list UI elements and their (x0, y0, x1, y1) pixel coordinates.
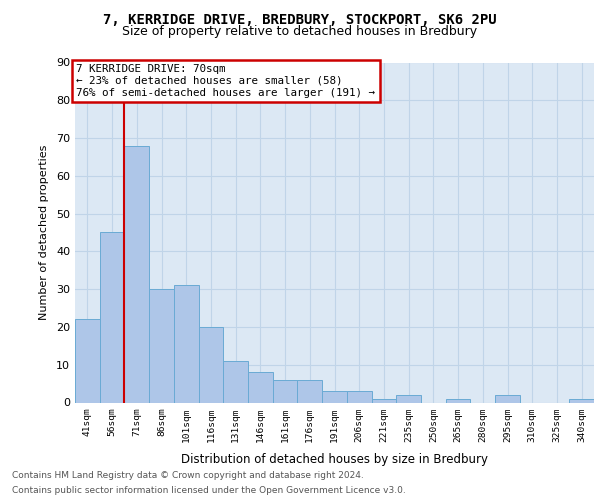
Bar (75, 320, 100, 402)
Bar (100, 232, 124, 402)
Bar (199, 327, 223, 402)
Text: Size of property relative to detached houses in Bredbury: Size of property relative to detached ho… (122, 25, 478, 38)
Text: 7, KERRIDGE DRIVE, BREDBURY, STOCKPORT, SK6 2PU: 7, KERRIDGE DRIVE, BREDBURY, STOCKPORT, … (103, 12, 497, 26)
Bar (174, 286, 199, 403)
Bar (347, 391, 371, 402)
Text: Contains HM Land Registry data © Crown copyright and database right 2024.: Contains HM Land Registry data © Crown c… (12, 471, 364, 480)
Bar (149, 289, 174, 403)
Bar (124, 146, 149, 402)
Y-axis label: Number of detached properties: Number of detached properties (39, 145, 49, 320)
Bar (446, 398, 470, 402)
Bar (298, 380, 322, 402)
Bar (371, 398, 396, 402)
Bar (322, 391, 347, 402)
Bar (248, 372, 273, 402)
Bar (495, 395, 520, 402)
Text: 7 KERRIDGE DRIVE: 70sqm
← 23% of detached houses are smaller (58)
76% of semi-de: 7 KERRIDGE DRIVE: 70sqm ← 23% of detache… (76, 64, 375, 98)
Bar (569, 398, 594, 402)
Bar (223, 361, 248, 403)
Bar (273, 380, 298, 402)
Text: Contains public sector information licensed under the Open Government Licence v3: Contains public sector information licen… (12, 486, 406, 495)
X-axis label: Distribution of detached houses by size in Bredbury: Distribution of detached houses by size … (181, 453, 488, 466)
Bar (396, 395, 421, 402)
